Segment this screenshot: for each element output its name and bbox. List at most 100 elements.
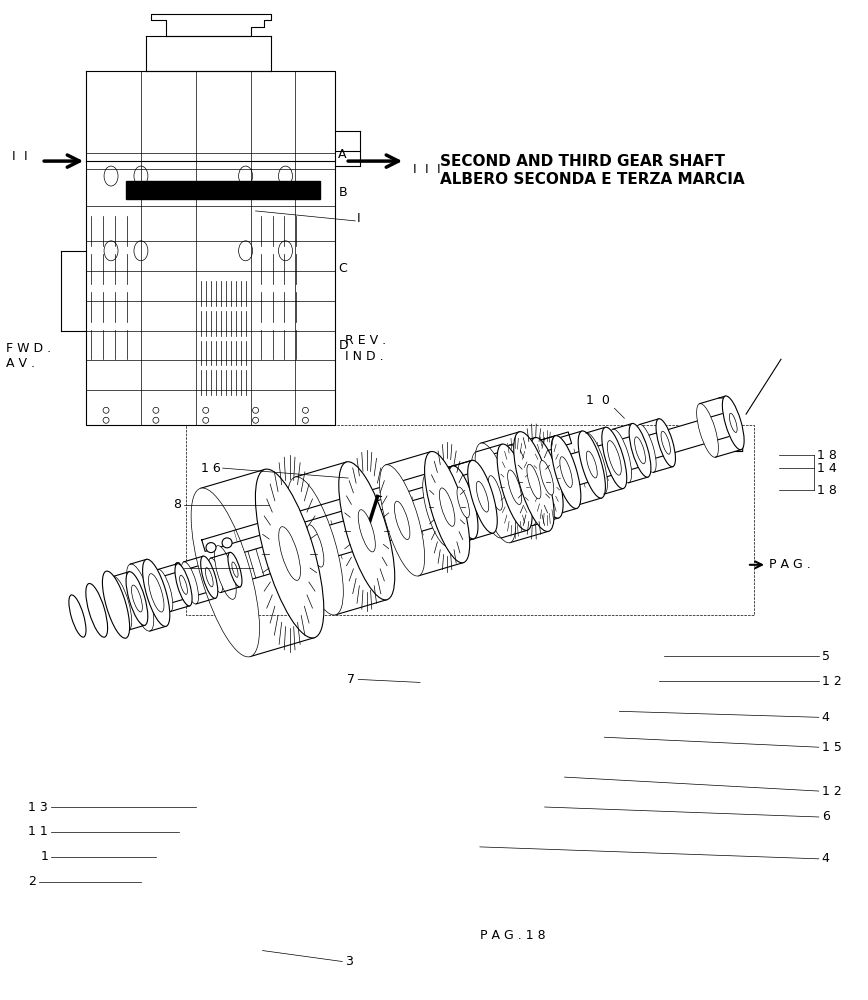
Ellipse shape — [131, 585, 142, 612]
Text: 1 5: 1 5 — [822, 741, 842, 754]
Ellipse shape — [497, 444, 532, 530]
Ellipse shape — [505, 445, 537, 526]
Ellipse shape — [214, 546, 236, 599]
Ellipse shape — [394, 501, 410, 540]
Ellipse shape — [228, 552, 242, 587]
Text: A: A — [339, 148, 347, 161]
Polygon shape — [201, 432, 572, 551]
Ellipse shape — [457, 487, 470, 518]
Text: D: D — [339, 339, 348, 352]
Ellipse shape — [552, 439, 580, 506]
Text: C: C — [339, 262, 347, 275]
Ellipse shape — [424, 451, 470, 563]
Ellipse shape — [489, 476, 503, 510]
Text: 3: 3 — [345, 955, 353, 968]
Ellipse shape — [697, 404, 719, 457]
Text: 1 8: 1 8 — [817, 449, 837, 462]
Ellipse shape — [306, 525, 324, 567]
Text: 4: 4 — [822, 852, 830, 865]
Text: 1 1: 1 1 — [29, 825, 49, 838]
Text: 2: 2 — [29, 875, 36, 888]
Text: P A G . 1 8: P A G . 1 8 — [480, 929, 545, 942]
Ellipse shape — [661, 431, 670, 454]
Text: 7: 7 — [347, 673, 355, 686]
Text: 8: 8 — [173, 498, 181, 511]
Ellipse shape — [110, 576, 132, 630]
Bar — [126, 181, 320, 199]
Ellipse shape — [468, 460, 497, 533]
Ellipse shape — [232, 562, 238, 577]
Text: 1 2: 1 2 — [822, 785, 841, 798]
Ellipse shape — [287, 477, 344, 615]
Ellipse shape — [127, 564, 154, 631]
Ellipse shape — [339, 462, 395, 600]
Text: 5: 5 — [822, 650, 830, 663]
Ellipse shape — [656, 419, 675, 467]
Ellipse shape — [551, 436, 581, 509]
Ellipse shape — [155, 569, 173, 612]
Ellipse shape — [279, 527, 300, 580]
Text: 1 3: 1 3 — [29, 801, 49, 814]
Text: 6: 6 — [822, 810, 830, 823]
Text: SECOND AND THIRD GEAR SHAFT: SECOND AND THIRD GEAR SHAFT — [440, 154, 725, 169]
Ellipse shape — [358, 510, 375, 552]
Ellipse shape — [540, 461, 554, 495]
Text: R E V .: R E V . — [345, 334, 386, 347]
Ellipse shape — [582, 433, 608, 494]
Ellipse shape — [530, 437, 563, 518]
Ellipse shape — [175, 564, 192, 606]
Ellipse shape — [208, 558, 223, 593]
Ellipse shape — [206, 543, 216, 553]
Ellipse shape — [610, 429, 632, 483]
Text: 1 6: 1 6 — [201, 462, 220, 475]
Ellipse shape — [722, 396, 744, 450]
Text: I: I — [23, 150, 27, 163]
Text: I: I — [358, 212, 361, 225]
Polygon shape — [640, 413, 730, 461]
Ellipse shape — [191, 488, 260, 657]
Ellipse shape — [635, 437, 646, 464]
Text: P A G .: P A G . — [769, 558, 811, 571]
Ellipse shape — [379, 465, 424, 576]
Ellipse shape — [181, 562, 199, 604]
Ellipse shape — [206, 568, 214, 587]
Ellipse shape — [508, 470, 522, 505]
Ellipse shape — [578, 431, 605, 498]
Ellipse shape — [471, 452, 506, 538]
Text: I: I — [11, 150, 15, 163]
Ellipse shape — [587, 451, 597, 478]
Text: I: I — [437, 163, 441, 176]
Ellipse shape — [439, 488, 455, 526]
Text: I: I — [413, 163, 417, 176]
Ellipse shape — [629, 423, 651, 477]
Ellipse shape — [514, 432, 554, 531]
Ellipse shape — [69, 595, 86, 637]
Ellipse shape — [527, 464, 541, 499]
Text: 4: 4 — [822, 711, 830, 724]
Text: 1: 1 — [41, 850, 49, 863]
Ellipse shape — [560, 457, 572, 487]
Ellipse shape — [475, 443, 516, 543]
Ellipse shape — [608, 441, 621, 475]
Ellipse shape — [442, 468, 471, 541]
Polygon shape — [157, 538, 300, 605]
Text: 1 8: 1 8 — [817, 484, 837, 497]
Ellipse shape — [602, 427, 627, 489]
Ellipse shape — [180, 575, 187, 594]
Polygon shape — [292, 434, 648, 567]
Text: I: I — [425, 163, 429, 176]
Ellipse shape — [126, 572, 148, 625]
Ellipse shape — [449, 466, 478, 539]
Ellipse shape — [142, 559, 170, 626]
Polygon shape — [719, 398, 743, 452]
Ellipse shape — [423, 474, 452, 546]
Ellipse shape — [526, 443, 556, 516]
Ellipse shape — [222, 538, 232, 548]
Text: F W D .: F W D . — [6, 342, 51, 355]
Ellipse shape — [477, 481, 489, 512]
Ellipse shape — [729, 413, 737, 432]
Text: 1 2: 1 2 — [822, 675, 841, 688]
Ellipse shape — [637, 424, 656, 472]
Text: ALBERO SECONDA E TERZA MARCIA: ALBERO SECONDA E TERZA MARCIA — [440, 172, 745, 187]
Text: 1  0: 1 0 — [586, 394, 609, 407]
